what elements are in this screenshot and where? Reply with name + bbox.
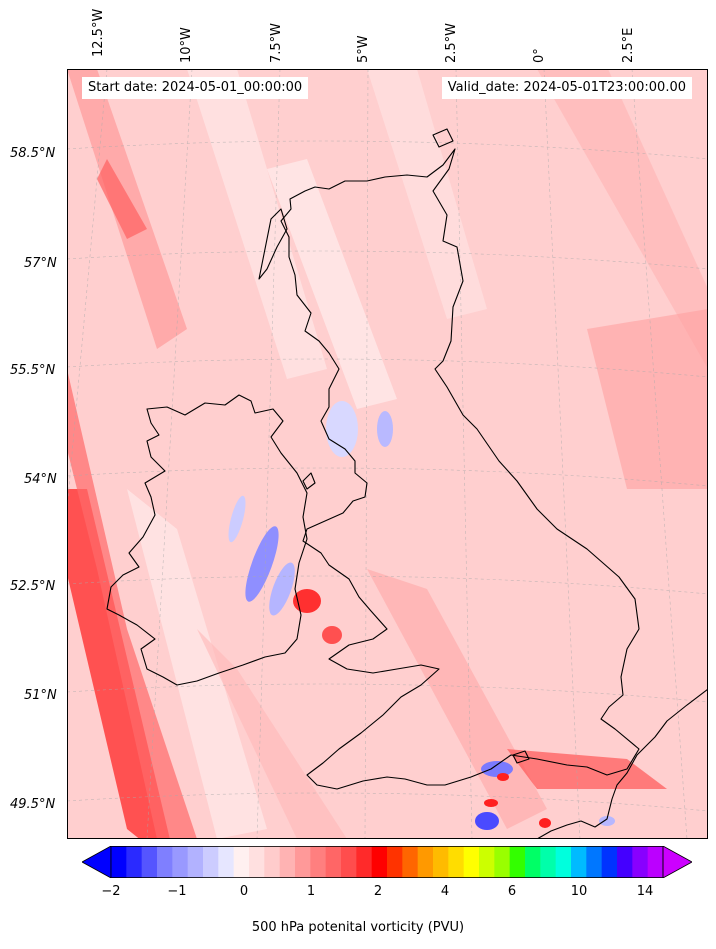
lon-label-12-5w: 12.5°W: [91, 8, 106, 57]
lon-label-2-5e: 2.5°E: [621, 27, 636, 63]
lat-label-49-5n: 49.5°N: [10, 797, 56, 812]
colorbar-swatch: [111, 846, 127, 878]
colorbar-tick-neg1: −1: [167, 884, 187, 899]
colorbar-swatch: [479, 846, 495, 878]
colorbar-swatch: [141, 846, 158, 878]
colorbar-swatch: [387, 846, 403, 878]
colorbar-tick-0: 0: [239, 884, 249, 899]
lon-label-10w: 10°W: [179, 27, 194, 63]
lat-label-54n: 54°N: [24, 472, 57, 487]
coastline-isle-of-wight: [512, 750, 530, 764]
colorbar-swatch: [555, 846, 572, 878]
colorbar-swatch: [279, 846, 296, 878]
coastline-france: [536, 688, 708, 839]
colorbar-swatch: [356, 846, 373, 878]
colorbar-swatch: [632, 846, 649, 878]
coastline-orkney: [432, 128, 454, 148]
lat-label-51n: 51°N: [24, 688, 57, 703]
colorbar-swatch: [325, 846, 342, 878]
coastline-isle-of-man: [302, 472, 316, 490]
colorbar-swatch: [448, 846, 465, 878]
colorbar-tick-1: 1: [306, 884, 316, 899]
colorbar-swatch: [601, 846, 618, 878]
pv-map: [67, 69, 708, 839]
valid-date-label: Valid_date: 2024-05-01T23:00:00.00: [441, 77, 692, 99]
colorbar-swatch: [617, 846, 633, 878]
start-date-label: Start date: 2024-05-01_00:00:00: [82, 77, 309, 99]
lat-label-55-5n: 55.5°N: [10, 363, 56, 378]
coastlines: [106, 128, 708, 839]
pv-positive-spots: [293, 589, 551, 828]
colorbar-swatch: [525, 846, 541, 878]
colorbar-extend-low: [82, 846, 112, 878]
colorbar-swatch: [433, 846, 449, 878]
graticule: [67, 69, 708, 839]
colorbar-tick-6: 6: [507, 884, 517, 899]
colorbar-label: 500 hPa potenital vorticity (PVU): [251, 920, 465, 935]
colorbar-swatch: [463, 846, 480, 878]
colorbar-swatch: [310, 846, 327, 878]
colorbar-swatch: [203, 846, 219, 878]
colorbar-tick-2: 2: [373, 884, 383, 899]
colorbar-swatch: [417, 846, 434, 878]
colorbar-swatch: [249, 846, 265, 878]
lon-label-2-5w: 2.5°W: [444, 22, 459, 63]
colorbar-border: [110, 846, 664, 878]
colorbar-swatch: [341, 846, 357, 878]
colorbar-swatch: [172, 846, 189, 878]
colorbar-extend-high: [662, 846, 692, 878]
colorbar-swatch: [402, 846, 419, 878]
colorbar-swatch: [126, 846, 143, 878]
colorbar-swatch: [187, 846, 204, 878]
colorbar-swatch: [157, 846, 173, 878]
lat-label-58-5n: 58.5°N: [10, 146, 56, 161]
pv-negative-patches: [228, 401, 615, 830]
colorbar-swatch: [509, 846, 526, 878]
colorbar-swatch: [371, 846, 388, 878]
colorbar-swatch: [586, 846, 603, 878]
coastline-great-britain: [280, 148, 640, 790]
colorbar-swatch: [264, 846, 281, 878]
colorbar-swatch: [218, 846, 235, 878]
colorbar-swatch: [540, 846, 557, 878]
lon-label-0: 0°: [532, 48, 547, 63]
colorbar-tick-neg2: −2: [101, 884, 121, 899]
lat-label-57n: 57°N: [24, 256, 57, 271]
colorbar-tick-10: 10: [570, 884, 588, 899]
colorbar-tick-14: 14: [636, 884, 654, 899]
colorbar-swatch: [647, 846, 664, 878]
colorbar-swatch: [571, 846, 587, 878]
coastline-outer-hebrides: [258, 208, 288, 280]
colorbar-swatch: [494, 846, 511, 878]
colorbar-swatch: [295, 846, 311, 878]
colorbar-swatch: [233, 846, 250, 878]
coastline-ireland: [106, 394, 308, 686]
lon-label-5w: 5°W: [356, 35, 371, 63]
lon-label-7-5w: 7.5°W: [269, 22, 284, 63]
colorbar-tick-4: 4: [440, 884, 450, 899]
lat-label-52-5n: 52.5°N: [10, 579, 56, 594]
colorbar: [82, 846, 692, 878]
